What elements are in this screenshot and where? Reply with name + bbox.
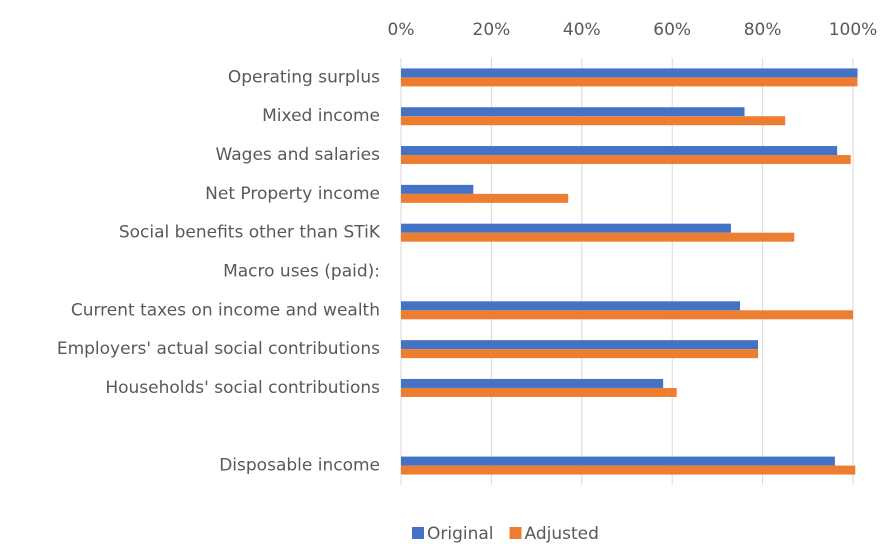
bar (401, 310, 853, 320)
x-tick-label: 20% (473, 20, 511, 40)
y-tick-label: Employers' actual social contributions (57, 339, 380, 359)
y-tick-label: Wages and salaries (216, 145, 381, 165)
bar (401, 232, 795, 242)
bar (401, 340, 759, 350)
bar (401, 146, 838, 156)
bar (401, 465, 856, 475)
y-tick-label: Mixed income (262, 106, 380, 126)
x-tick-label: 40% (563, 20, 601, 40)
y-tick-label: Social benefits other than STiK (119, 223, 381, 243)
bar (401, 68, 858, 78)
y-tick-label: Macro uses (paid): (223, 262, 380, 282)
legend-swatch (509, 527, 522, 539)
legend-label: Adjusted (525, 524, 599, 544)
bar (401, 378, 664, 388)
y-tick-label: Disposable income (219, 456, 380, 476)
bar (401, 193, 569, 203)
x-tick-label: 0% (388, 20, 415, 40)
y-tick-label: Current taxes on income and wealth (71, 300, 380, 320)
y-tick-label: Net Property income (205, 184, 380, 204)
y-tick-label: Operating surplus (228, 67, 380, 87)
legend-label: Original (427, 524, 494, 544)
bar (401, 387, 677, 397)
bar (401, 184, 474, 194)
y-tick-label: Households' social contributions (105, 378, 380, 398)
bar (401, 107, 745, 117)
bar (401, 155, 851, 165)
bar (401, 77, 858, 87)
x-tick-label: 60% (653, 20, 691, 40)
legend-swatch (412, 527, 424, 539)
bar (401, 349, 759, 359)
x-tick-label: 100% (829, 20, 878, 40)
bar (401, 116, 786, 126)
bar (401, 223, 731, 233)
x-tick-label: 80% (744, 20, 782, 40)
bar (401, 456, 835, 466)
bar (401, 301, 740, 311)
